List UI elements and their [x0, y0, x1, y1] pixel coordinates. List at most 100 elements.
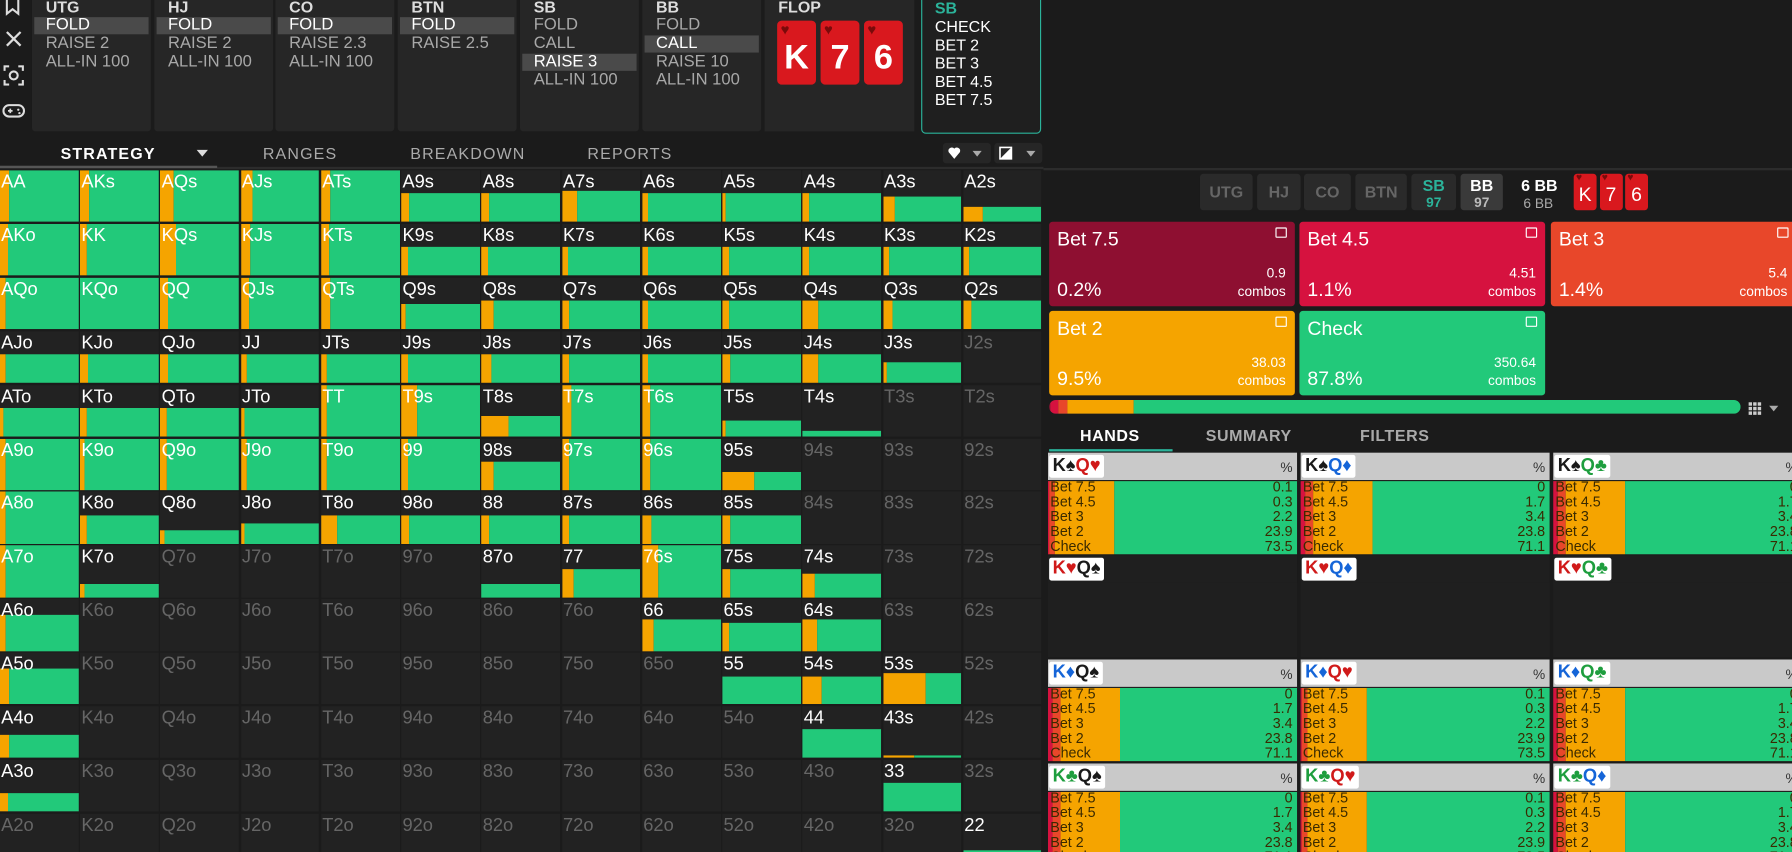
hand-cell[interactable]: T6o [321, 599, 400, 651]
hand-cell[interactable]: A8s [481, 170, 561, 223]
hands-tab[interactable]: HANDS [1079, 426, 1140, 445]
hand-cell[interactable]: Q7s [561, 277, 641, 330]
hand-cell[interactable]: Q2o [160, 813, 240, 852]
hand-cell[interactable]: KQs [160, 223, 240, 276]
hand-cell[interactable]: QQ [160, 277, 240, 330]
hand-cell[interactable]: K3s [882, 223, 962, 276]
hand-cell[interactable]: T4o [321, 706, 400, 759]
hand-cell[interactable]: A5s [722, 170, 801, 223]
hand-cell[interactable]: JJ [240, 331, 320, 383]
hand-cell[interactable]: 95o [401, 652, 480, 705]
hand-cell[interactable]: K8s [481, 223, 561, 276]
hand-cell[interactable]: A8o [0, 491, 79, 544]
hand-cell[interactable]: 62o [642, 813, 721, 852]
hand-cell[interactable]: 85o [481, 652, 561, 705]
hand-cell[interactable]: Q3o [160, 759, 240, 812]
hand-cell[interactable]: 63s [882, 599, 962, 651]
hand-cell[interactable]: Q5s [722, 277, 801, 330]
hand-cell[interactable]: 98o [401, 491, 480, 544]
action-option[interactable]: ALL-IN 100 [533, 70, 618, 90]
hand-cell[interactable]: 86s [642, 491, 721, 544]
hand-cell[interactable]: J3o [240, 759, 320, 812]
hand-cell[interactable]: K6s [642, 223, 721, 276]
hand-cell[interactable]: Q9s [401, 277, 480, 330]
hand-cell[interactable]: 96s [642, 438, 721, 491]
hand-cell[interactable]: J8o [240, 491, 320, 544]
hand-cell[interactable]: 82o [481, 813, 561, 852]
hands-tab[interactable]: FILTERS [1359, 426, 1430, 445]
hand-cell[interactable]: T5o [321, 652, 400, 705]
hand-cell[interactable]: 92o [401, 813, 480, 852]
hand-cell[interactable]: 42s [963, 706, 1042, 759]
hand-cell[interactable]: K9o [80, 438, 159, 491]
hand-cell[interactable]: T2o [321, 813, 400, 852]
action-option[interactable]: FOLD [655, 15, 701, 35]
hand-cell[interactable]: KQo [80, 277, 159, 330]
hand-cell[interactable]: K2o [80, 813, 159, 852]
action-option[interactable]: RAISE 2.5 [411, 34, 489, 53]
hand-cell[interactable]: 92s [963, 438, 1042, 491]
hand-cell[interactable]: Q5o [160, 652, 240, 705]
strategy-card[interactable]: Bet 2 9.5% 38.03 combos [1049, 310, 1295, 396]
hand-cell[interactable]: 44 [802, 706, 882, 759]
hand-cell[interactable]: A6s [642, 170, 721, 223]
hand-cell[interactable]: A2s [963, 170, 1042, 223]
hand-cell[interactable]: 82s [963, 491, 1042, 544]
gamepad-icon[interactable] [2, 103, 26, 119]
hand-cell[interactable]: 54o [722, 706, 801, 759]
current-option[interactable]: CHECK [934, 17, 991, 36]
hand-cell[interactable]: T7o [321, 545, 400, 598]
hand-cell[interactable]: A4o [0, 706, 79, 759]
hand-cell[interactable]: AJs [240, 170, 320, 223]
action-option[interactable]: RAISE 2.3 [289, 34, 367, 53]
hand-cell[interactable]: J5s [722, 331, 801, 383]
hand-cell[interactable]: 32s [963, 759, 1042, 812]
hand-cell[interactable]: J6s [642, 331, 721, 383]
hand-cell[interactable]: 88 [481, 491, 561, 544]
hand-cell[interactable]: K4s [802, 223, 882, 276]
strategy-card[interactable]: Bet 3 1.4% 5.4 combos [1550, 221, 1792, 307]
hand-cell[interactable]: J4s [802, 331, 882, 383]
hand-cell[interactable]: J3s [882, 331, 962, 383]
strategy-card[interactable]: Check 87.8% 350.64 combos [1299, 310, 1546, 396]
hand-cell[interactable]: 43o [802, 759, 882, 812]
hand-cell[interactable]: A9s [401, 170, 480, 223]
hand-cell[interactable]: Q9o [160, 438, 240, 491]
hand-cell[interactable]: K2s [963, 223, 1042, 276]
current-option[interactable]: BET 2 [934, 35, 980, 54]
hand-cell[interactable]: 99 [401, 438, 480, 491]
hand-cell[interactable]: K6o [80, 599, 159, 651]
close-icon[interactable] [5, 30, 23, 48]
hand-cell[interactable]: J7s [561, 331, 641, 383]
hand-cell[interactable]: 76o [561, 599, 641, 651]
hand-cell[interactable]: 63o [642, 759, 721, 812]
action-option[interactable]: CALL [533, 34, 576, 53]
hand-cell[interactable]: T9o [321, 438, 400, 491]
action-option[interactable]: ALL-IN 100 [45, 52, 130, 71]
hand-cell[interactable]: T9s [401, 384, 480, 437]
hand-cell[interactable]: 32o [882, 813, 962, 852]
hand-cell[interactable]: 42o [802, 813, 882, 852]
hand-cell[interactable]: T8o [321, 491, 400, 544]
hand-cell[interactable]: 43s [882, 706, 962, 759]
hand-cell[interactable]: AQo [0, 277, 79, 330]
dropdown-caret[interactable] [196, 149, 208, 157]
hand-cell[interactable]: 97o [401, 545, 480, 598]
hand-cell[interactable]: A9o [0, 438, 79, 491]
hand-cell[interactable]: 95s [722, 438, 801, 491]
hand-cell[interactable]: J2s [963, 331, 1042, 383]
hand-cell[interactable]: 53o [722, 759, 801, 812]
hand-cell[interactable]: Q2s [963, 277, 1042, 330]
hand-cell[interactable]: 73s [882, 545, 962, 598]
hand-cell[interactable]: J7o [240, 545, 320, 598]
hand-cell[interactable]: 22 [963, 813, 1042, 852]
hand-cell[interactable]: A3o [0, 759, 79, 812]
action-option[interactable]: FOLD [289, 15, 334, 35]
hand-cell[interactable]: Q7o [160, 545, 240, 598]
hand-cell[interactable]: Q8o [160, 491, 240, 544]
hand-cell[interactable]: 93s [882, 438, 962, 491]
hand-cell[interactable]: 55 [722, 652, 801, 705]
hand-cell[interactable]: QTs [321, 277, 400, 330]
hand-cell[interactable]: KTo [80, 384, 159, 437]
hand-cell[interactable]: J4o [240, 706, 320, 759]
